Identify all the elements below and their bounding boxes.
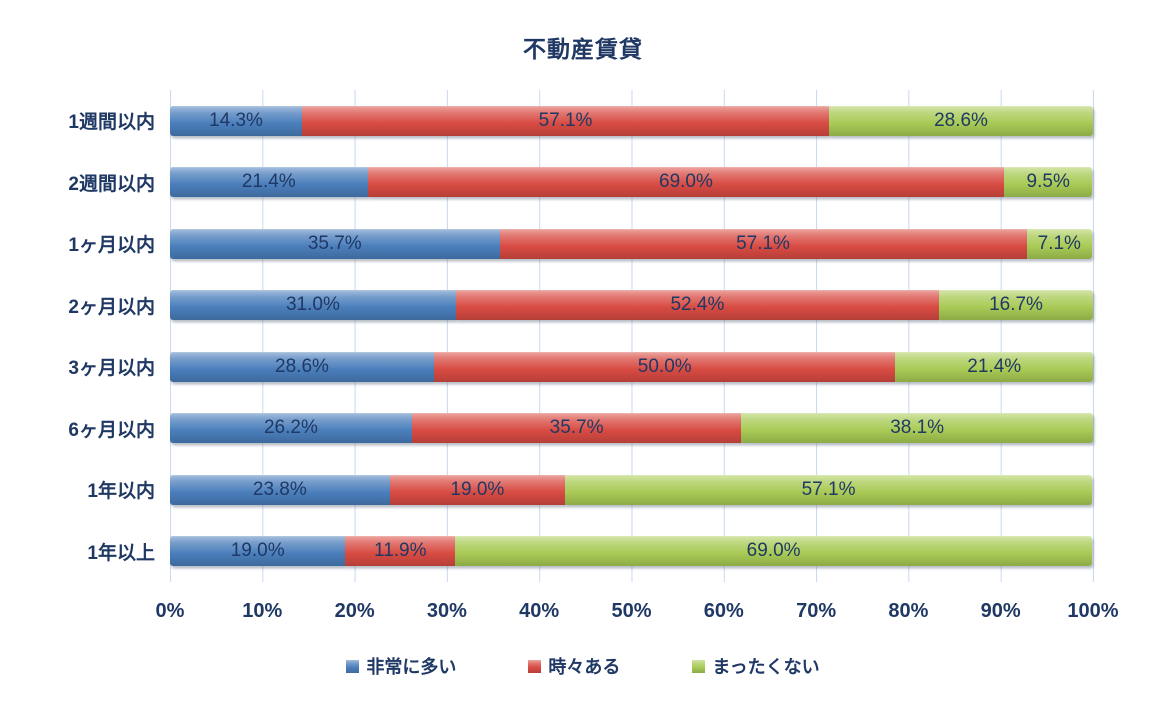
legend-label: 非常に多い <box>366 657 457 677</box>
bar-row: 1週間以内 14.3% 57.1% 28.6% <box>68 90 1093 152</box>
bar-segment: 11.9% <box>345 536 456 567</box>
bar-segment: 57.1% <box>301 105 830 136</box>
bar-segment: 50.0% <box>433 351 896 382</box>
bar-segment: 21.4% <box>170 167 368 198</box>
stacked-bar: 14.3% 57.1% 28.6% <box>170 105 1093 136</box>
bar-segment: 38.1% <box>741 413 1093 444</box>
category-label: 1年以上 <box>87 542 155 564</box>
bar-value-label: 21.4% <box>241 171 296 193</box>
bar-value-label: 35.7% <box>307 232 362 254</box>
legend-swatch <box>346 659 360 673</box>
bar-segment: 69.0% <box>455 536 1093 567</box>
category-label: 3ヶ月以内 <box>68 358 155 380</box>
bar-value-label: 31.0% <box>285 294 340 316</box>
bar-value-label: 9.5% <box>1026 171 1070 193</box>
legend-item: まったくない <box>692 653 820 679</box>
bar-value-label: 21.4% <box>967 355 1022 377</box>
bar-segment: 19.0% <box>389 474 566 505</box>
bar-value-label: 52.4% <box>670 294 725 316</box>
bar-value-label: 28.6% <box>934 109 988 131</box>
bar-segment: 28.6% <box>170 351 434 382</box>
bar-row: 1ヶ月以内 35.7% 57.1% 7.1% <box>68 213 1093 275</box>
bar-value-label: 14.3% <box>209 109 263 131</box>
bar-segment: 69.0% <box>367 167 1005 198</box>
bar-row: 3ヶ月以内 28.6% 50.0% 21.4% <box>68 336 1093 398</box>
legend-label: まったくない <box>712 657 820 677</box>
bar-row: 1年以内 23.8% 19.0% 57.1% <box>87 459 1093 521</box>
x-tick-label: 60% <box>703 600 744 622</box>
bar-value-label: 19.0% <box>450 478 505 500</box>
bar-value-label: 57.1% <box>801 478 856 500</box>
bar-row: 1年以上 19.0% 11.9% 69.0% <box>87 521 1093 583</box>
category-label: 2週間以内 <box>68 173 155 195</box>
stacked-bar: 21.4% 69.0% 9.5% <box>170 167 1093 198</box>
x-tick-label: 80% <box>888 600 929 622</box>
x-tick-label: 90% <box>980 600 1021 622</box>
bar-value-label: 19.0% <box>230 540 285 562</box>
bar-value-label: 7.1% <box>1037 232 1081 254</box>
category-label: 6ヶ月以内 <box>68 419 155 441</box>
x-tick-label: 50% <box>611 600 652 622</box>
bar-row: 2ヶ月以内 31.0% 52.4% 16.7% <box>68 275 1093 337</box>
bar-segment: 14.3% <box>170 105 302 136</box>
bar-segment: 35.7% <box>170 228 500 259</box>
stacked-bar: 26.2% 35.7% 38.1% <box>170 413 1093 444</box>
bar-segment: 23.8% <box>170 474 390 505</box>
bar-segment: 57.1% <box>499 228 1027 259</box>
bar-segment: 9.5% <box>1004 167 1093 198</box>
bar-segment: 21.4% <box>895 351 1093 382</box>
x-tick-label: 100% <box>1067 600 1119 622</box>
bar-value-label: 57.1% <box>736 232 790 254</box>
bar-value-label: 23.8% <box>252 478 307 500</box>
bar-value-label: 69.0% <box>659 171 713 193</box>
bar-segment: 57.1% <box>565 474 1093 505</box>
bar-segment: 16.7% <box>939 290 1093 321</box>
bar-segment: 31.0% <box>170 290 456 321</box>
bar-segment: 26.2% <box>170 413 412 444</box>
stacked-bar: 23.8% 19.0% 57.1% <box>170 474 1093 505</box>
bar-segment: 35.7% <box>411 413 742 444</box>
bar-segment: 28.6% <box>829 105 1093 136</box>
x-tick-label: 70% <box>796 600 837 622</box>
bar-row: 6ヶ月以内 26.2% 35.7% 38.1% <box>68 398 1093 460</box>
bar-value-label: 57.1% <box>538 109 593 131</box>
x-tick-label: 10% <box>242 600 283 622</box>
stacked-bar: 28.6% 50.0% 21.4% <box>170 351 1093 382</box>
legend: 非常に多い 時々ある まったくない <box>0 653 1166 679</box>
bar-value-label: 28.6% <box>275 355 329 377</box>
bar-segment: 7.1% <box>1026 228 1093 259</box>
bar-value-label: 26.2% <box>263 417 318 439</box>
category-label: 1週間以内 <box>68 112 155 134</box>
bar-value-label: 11.9% <box>374 540 427 562</box>
x-tick-label: 40% <box>519 600 560 622</box>
bar-value-label: 38.1% <box>890 417 945 439</box>
x-tick-label: 0% <box>155 600 185 622</box>
x-axis: 0% 10% 20% 30% 40% 50% 60% 70% 80% 90% 100% <box>156 600 1119 630</box>
stacked-bar: 35.7% 57.1% 7.1% <box>170 228 1093 259</box>
legend-label: 時々ある <box>548 657 621 677</box>
legend-item: 非常に多い <box>346 653 456 679</box>
plot-area: 1週間以内 14.3% 57.1% 28.6% 2週間以内 21.4% 69.0% 9.5% 1… <box>68 90 1094 583</box>
legend-swatch <box>528 659 542 673</box>
stacked-bar: 19.0% 11.9% 69.0% <box>170 536 1093 567</box>
category-label: 1年以内 <box>87 481 155 503</box>
x-tick-label: 30% <box>426 600 467 622</box>
category-label: 1ヶ月以内 <box>68 235 155 257</box>
bar-segment: 52.4% <box>455 290 940 321</box>
x-tick-label: 20% <box>334 600 375 622</box>
legend-item: 時々ある <box>528 653 620 679</box>
chart-title: 不動産賃貸 <box>523 36 643 62</box>
bar-value-label: 50.0% <box>637 355 692 377</box>
bar-row: 2週間以内 21.4% 69.0% 9.5% <box>68 152 1093 214</box>
bar-value-label: 69.0% <box>746 540 801 562</box>
bar-segment: 19.0% <box>170 536 346 567</box>
bar-value-label: 16.7% <box>989 294 1043 316</box>
stacked-bar: 31.0% 52.4% 16.7% <box>170 290 1093 321</box>
bar-value-label: 35.7% <box>549 417 604 439</box>
category-label: 2ヶ月以内 <box>68 296 155 318</box>
legend-swatch <box>692 659 706 673</box>
